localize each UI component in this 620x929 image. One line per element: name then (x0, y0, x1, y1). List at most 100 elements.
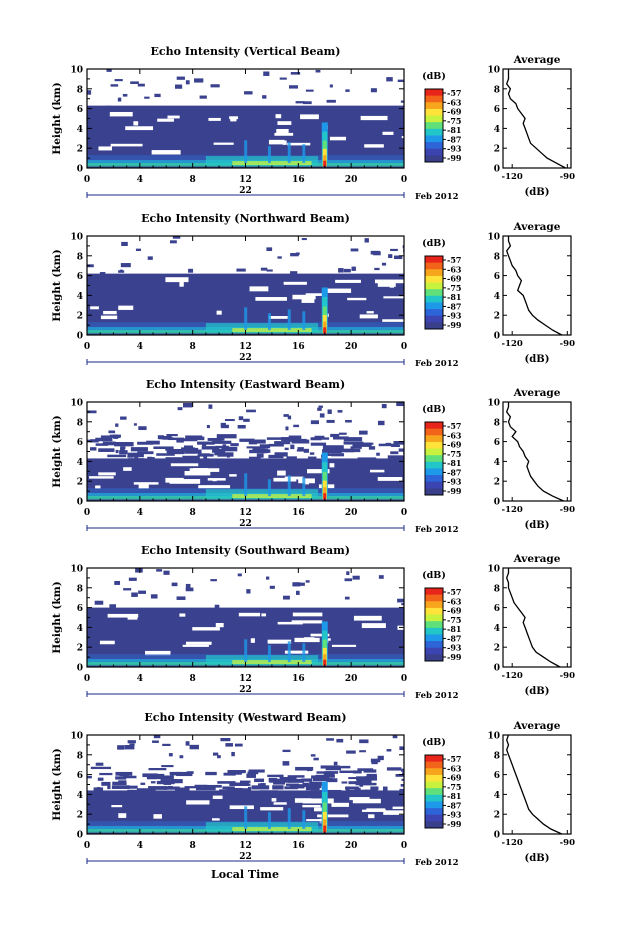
avg-x-axis-label: (dB) (525, 853, 550, 864)
colorbar-swatch (425, 435, 443, 443)
avg-x-tick-label: -90 (560, 172, 575, 182)
echo-sparse-cell (129, 743, 135, 746)
echo-sparse-cell (246, 589, 251, 594)
colorbar-tick-label: -99 (447, 652, 462, 662)
echo-plume (244, 307, 248, 331)
y-tick-label: 2 (77, 811, 83, 821)
x-tick-label: 20 (345, 508, 358, 518)
echo-sparse-cell (327, 409, 332, 414)
echo-sparse-cell (303, 448, 309, 453)
echo-gap (377, 477, 403, 481)
y-tick-label: 4 (77, 791, 83, 801)
echo-sparse-cell (269, 778, 290, 783)
date-label: Feb 2012 (415, 359, 459, 369)
echo-gap (167, 115, 180, 119)
echo-sparse-cell (144, 96, 150, 99)
echo-sparse-cell (260, 267, 268, 271)
echo-plume (302, 144, 306, 164)
echo-sparse-cell (168, 753, 173, 757)
colorbar-swatch (425, 788, 443, 796)
avg-y-tick-label: 8 (494, 85, 500, 95)
echo-sparse-cell (162, 743, 171, 747)
echo-gap (389, 283, 395, 288)
y-tick-label: 0 (77, 332, 83, 342)
colorbar-tick-label: -99 (447, 486, 462, 496)
echo-gap (193, 468, 208, 473)
echo-sparse-cell (146, 775, 157, 780)
average-profile-line (505, 69, 566, 169)
colorbar-tick-label: -93 (447, 643, 462, 653)
chart-title: Echo Intensity (Vertical Beam) (150, 45, 340, 58)
colorbar-swatch (425, 821, 443, 829)
echo-sparse-cell (130, 81, 139, 84)
echo-gap (103, 310, 117, 315)
avg-y-tick-label: 8 (494, 584, 500, 594)
echo-gap (352, 798, 381, 804)
colorbar-swatch (425, 282, 443, 290)
echo-sparse-cell (128, 577, 137, 581)
echo-sparse-cell (102, 441, 116, 446)
echo-sparse-cell (338, 268, 344, 273)
avg-x-tick-label: -120 (502, 505, 523, 515)
echo-gap (317, 814, 349, 818)
echo-sparse-cell (238, 416, 244, 421)
echo-sparse-cell (210, 579, 217, 582)
echo-sparse-cell (259, 790, 278, 794)
echo-sparse-cell (111, 785, 130, 789)
colorbar-frame (424, 255, 444, 330)
echo-sparse-cell (253, 448, 266, 451)
echo-sparse-cell (223, 772, 236, 776)
echo-sparse-cell (167, 449, 185, 455)
echo-gap (145, 650, 171, 656)
echo-plume (287, 142, 291, 164)
date-label: Feb 2012 (415, 192, 459, 202)
colorbar-frame (424, 754, 444, 829)
colorbar-swatch (425, 115, 443, 123)
echo-sparse-cell (249, 456, 261, 461)
echo-sparse-cell (370, 786, 379, 791)
echo-plume (267, 645, 271, 663)
echo-sparse-cell (119, 450, 128, 455)
y-tick-label: 2 (77, 312, 83, 322)
echo-gap (277, 621, 303, 625)
x-tick-label: 4 (137, 342, 143, 352)
echo-sparse-cell (211, 440, 232, 444)
echo-sparse-cell (301, 778, 313, 782)
echo-sparse-cell (201, 446, 220, 450)
echo-sparse-cell (345, 786, 350, 791)
echo-sparse-cell (344, 578, 353, 582)
echo-sparse-cell (224, 419, 235, 422)
echo-sparse-cell (266, 269, 273, 272)
colorbar-tick-label: -75 (447, 116, 461, 126)
echo-sparse-cell (326, 419, 335, 423)
echo-day-enhance (205, 822, 319, 832)
echo-sparse-cell (391, 444, 400, 448)
echo-gap (353, 615, 382, 621)
echo-sparse-cell (326, 738, 334, 741)
echo-gap (349, 797, 370, 801)
colorbar-frame (424, 587, 444, 662)
echo-sparse-cell (127, 789, 144, 795)
y-tick-label: 2 (77, 478, 83, 488)
echo-sparse-cell (322, 449, 342, 453)
echo-sparse-cell (361, 458, 372, 461)
echo-sparse-cell (176, 596, 186, 600)
echo-sparse-cell (205, 771, 217, 776)
colorbar-tick-label: -63 (447, 596, 462, 606)
echo-sparse-cell (87, 775, 92, 779)
colorbar-tick-label: -87 (447, 134, 461, 144)
avg-x-tick-label: -120 (502, 838, 523, 848)
x-tick-label: 0 (401, 674, 407, 684)
echo-sparse-cell (297, 582, 305, 586)
echo-sparse-cell (248, 441, 258, 445)
colorbar-swatch (425, 262, 443, 270)
echo-sparse-cell (333, 761, 338, 766)
avg-y-tick-label: 4 (494, 292, 500, 302)
echo-sparse-cell (130, 447, 148, 452)
echo-gap (192, 627, 220, 631)
echo-gap (360, 115, 388, 121)
echo-day-enhance (205, 323, 319, 333)
colorbar-tick-label: -57 (447, 754, 461, 764)
echo-sparse-cell (133, 423, 137, 426)
echo-sparse-cell (185, 587, 194, 592)
